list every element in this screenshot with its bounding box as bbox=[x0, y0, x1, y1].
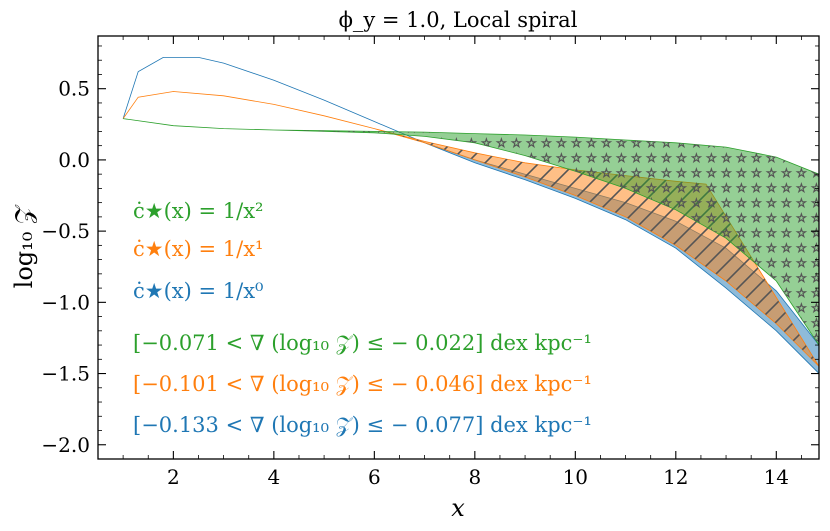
legend-1-over-x2: ċ★(x) = 1/x² bbox=[133, 199, 263, 223]
y-axis-label: log₁₀ 𝒵 bbox=[10, 204, 38, 288]
y-tick-label: 0.5 bbox=[58, 77, 90, 101]
band-1-over-x1-hatch bbox=[123, 91, 819, 367]
chart-title: ϕ_y = 1.0, Local spiral bbox=[339, 8, 578, 32]
x-tick-label: 10 bbox=[563, 465, 588, 489]
band-1-over-x2-hatch bbox=[123, 118, 819, 346]
band-1-over-x0 bbox=[122, 57, 819, 375]
bands-layer bbox=[122, 57, 819, 375]
x-axis-label: x bbox=[451, 494, 465, 522]
ticks-layer: 2 4 6 8 10 12 14 0.5 0.0 −0.5 −1.0 −1.5 −2.0 bbox=[41, 36, 819, 489]
gradient-range-green: [−0.071 < ∇ (log₁₀ 𝒵) ≤ − 0.022] dex kpc… bbox=[133, 331, 592, 355]
y-tick-label: −2.0 bbox=[41, 433, 90, 457]
plot-frame bbox=[97, 35, 820, 460]
x-tick-label: 4 bbox=[267, 465, 280, 489]
y-tick-label: 0.0 bbox=[58, 148, 90, 172]
gradient-range-orange: [−0.101 < ∇ (log₁₀ 𝒵) ≤ − 0.046] dex kpc… bbox=[133, 372, 592, 396]
y-tick-label: −1.5 bbox=[41, 362, 90, 386]
x-tick-label: 2 bbox=[167, 465, 180, 489]
y-tick-label: −1.0 bbox=[41, 290, 90, 314]
legend-1-over-x1: ċ★(x) = 1/x¹ bbox=[133, 237, 263, 261]
x-tick-label: 6 bbox=[368, 465, 381, 489]
x-tick-label: 14 bbox=[764, 465, 789, 489]
y-tick-label: −0.5 bbox=[41, 219, 90, 243]
legend-1-over-x0: ċ★(x) = 1/x⁰ bbox=[133, 279, 263, 303]
x-tick-label: 12 bbox=[663, 465, 688, 489]
x-tick-label: 8 bbox=[468, 465, 481, 489]
annotations-layer: ċ★(x) = 1/x² ċ★(x) = 1/x¹ ċ★(x) = 1/x⁰ [−0.… bbox=[133, 199, 592, 437]
gradient-range-blue: [−0.133 < ∇ (log₁₀ 𝒵) ≤ − 0.077] dex kpc… bbox=[133, 413, 592, 437]
